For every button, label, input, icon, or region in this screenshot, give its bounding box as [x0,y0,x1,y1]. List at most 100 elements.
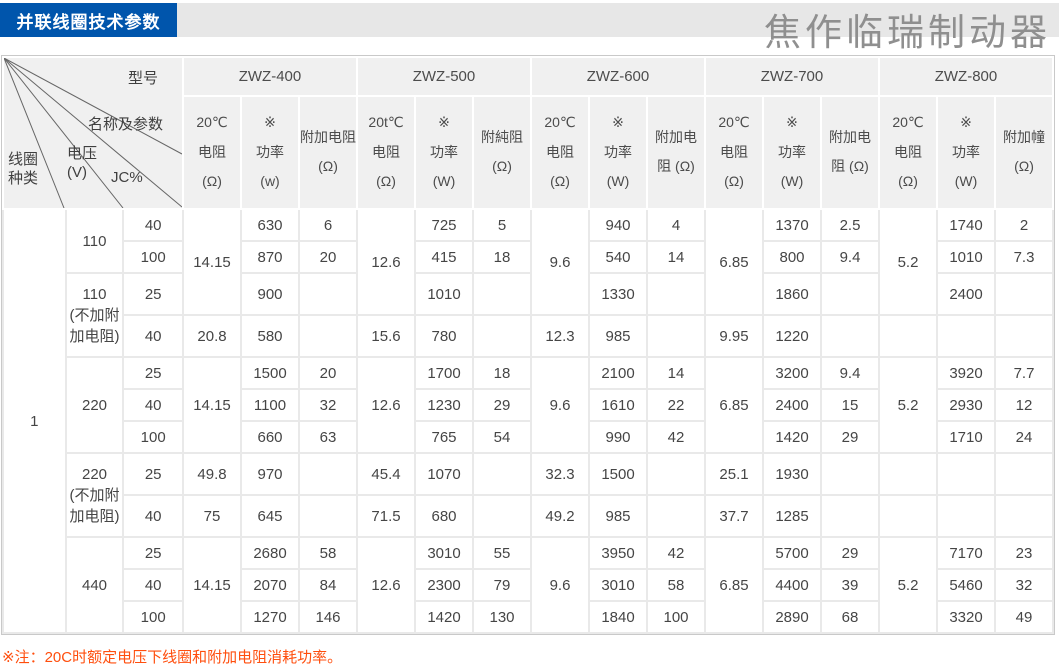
data-cell: 5.2 [878,536,938,634]
group-header-zwz-800: ZWZ-800 [878,56,1054,97]
subheader-power-800: ※ 功率 (W) [936,94,996,210]
data-cell: 1700 [414,356,474,390]
data-cell: 84 [298,568,358,602]
data-cell [298,314,358,358]
data-cell: 14 [646,356,706,390]
subheader-power-700: ※ 功率 (W) [762,94,822,210]
data-cell: 3920 [936,356,996,390]
table-row: 220 25 14.15 1500 20 12.6 1700 18 9.6 21… [3,356,1054,454]
data-cell: 49.2 [530,494,590,538]
data-cell: 1010 [936,240,996,274]
subheader-power-400: ※ 功率 (w) [240,94,300,210]
subheader-resistance-400: 20℃ 电阻 (Ω) [182,94,242,210]
data-cell: 130 [472,600,532,634]
data-cell [298,272,358,316]
subheader-extra-resistance-700: 附加电 阻 (Ω) [820,94,880,210]
data-cell: 2070 [240,568,300,602]
data-cell: 14.15 [182,536,242,634]
data-cell: 780 [414,314,474,358]
jc-cell: 25 [122,272,184,316]
data-cell: 1710 [936,420,996,454]
data-cell: 2400 [762,388,822,422]
data-cell [820,452,880,496]
watermark-text: 焦作临瑞制动器 [764,11,1051,54]
data-cell [936,314,996,358]
spec-table: 型号 名称及参数 线圈 种类 电压 (V) JC% ZWZ-400 ZWZ-50… [2,56,1054,634]
data-cell: 25.1 [704,452,764,496]
data-cell: 9.6 [530,208,590,316]
data-cell: 415 [414,240,474,274]
data-cell [298,452,358,496]
jc-cell: 40 [122,314,184,358]
data-cell: 1500 [588,452,648,496]
group-header-zwz-500: ZWZ-500 [356,56,532,97]
data-cell [936,452,996,496]
data-cell [994,494,1054,538]
subheader-power-600: ※ 功率 (W) [588,94,648,210]
data-cell: 71.5 [356,494,416,538]
data-cell: 1100 [240,388,300,422]
data-cell: 7170 [936,536,996,570]
spec-table-wrapper: 型号 名称及参数 线圈 种类 电压 (V) JC% ZWZ-400 ZWZ-50… [1,55,1055,635]
data-cell: 75 [182,494,242,538]
data-cell: 55 [472,536,532,570]
data-cell: 6 [298,208,358,242]
data-cell: 3010 [588,568,648,602]
data-cell: 100 [646,600,706,634]
data-cell: 680 [414,494,474,538]
data-cell: 580 [240,314,300,358]
data-cell: 985 [588,314,648,358]
data-cell: 3320 [936,600,996,634]
table-row: 40 75 645 71.5 680 49.2 985 37.7 1285 [3,494,1054,538]
data-cell: 1420 [762,420,822,454]
corner-label-model: 型号 [127,70,158,87]
table-row: 100 660 63 765 54 990 42 1420 29 1710 24 [3,420,1054,454]
data-cell: 1840 [588,600,648,634]
data-cell: 54 [472,420,532,454]
group-header-zwz-400: ZWZ-400 [182,56,358,97]
data-cell: 2680 [240,536,300,570]
table-row: 220 (不加附 加电阻) 25 49.8 970 45.4 1070 32.3… [3,452,1054,538]
data-cell [878,494,938,538]
data-cell: 14 [646,240,706,274]
data-cell: 2.5 [820,208,880,242]
data-cell: 20 [298,356,358,390]
diagonal-lines [4,58,182,208]
data-cell [820,272,880,316]
data-cell: 29 [820,420,880,454]
voltage-cell: 440 [64,536,125,634]
data-cell [878,314,938,358]
data-cell: 39 [820,568,880,602]
data-cell: 765 [414,420,474,454]
table-row: 40 20.8 580 15.6 780 12.3 985 9.95 1220 [3,314,1054,358]
data-cell: 49.8 [182,452,242,496]
data-cell: 9.4 [820,356,880,390]
data-cell: 12.3 [530,314,590,358]
data-cell: 1370 [762,208,822,242]
data-cell: 630 [240,208,300,242]
data-cell: 1010 [414,272,474,316]
subheader-resistance-800: 20℃ 电阻 (Ω) [878,94,938,210]
data-cell: 5460 [936,568,996,602]
data-cell: 7.3 [994,240,1054,274]
data-cell: 79 [472,568,532,602]
footnote: ※注：20C时额定电压下线圈和附加电阻消耗功率。 [2,649,343,666]
table-row: 40 1100 32 1230 29 1610 22 2400 15 2930 … [3,388,1054,422]
data-cell: 29 [472,388,532,422]
data-cell [878,452,938,496]
corner-label-voltage: 电压 (V) [67,145,98,181]
data-cell: 2300 [414,568,474,602]
data-cell: 45.4 [356,452,416,496]
jc-cell: 100 [122,240,184,274]
jc-cell: 40 [122,208,184,242]
data-cell: 49 [994,600,1054,634]
data-cell: 2400 [936,272,996,316]
data-cell: 12.6 [356,356,416,454]
data-cell: 18 [472,356,532,390]
data-cell: 1610 [588,388,648,422]
data-cell [472,452,532,496]
data-cell: 900 [240,272,300,316]
section-title: 并联线圈技术参数 [16,12,161,32]
data-cell: 58 [298,536,358,570]
data-cell: 7.7 [994,356,1054,390]
